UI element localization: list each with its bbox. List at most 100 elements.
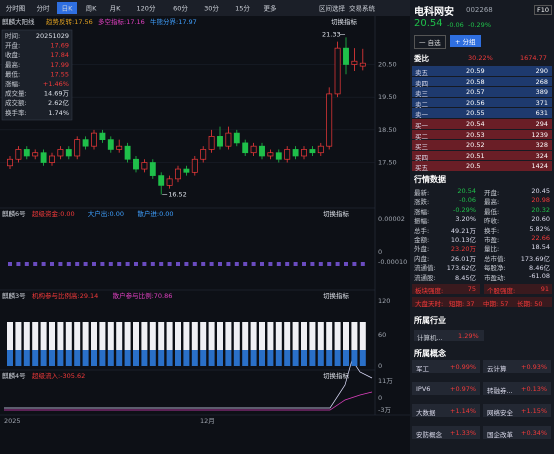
participation-bar: [74, 322, 81, 350]
flow-bar: [285, 262, 290, 266]
market-item: 大盘天时:: [415, 300, 444, 308]
info-label: 最低:: [5, 69, 20, 78]
participation-bar-inst: [40, 350, 47, 366]
participation-bar: [124, 322, 131, 350]
strength-label: 个股强度:: [487, 287, 516, 295]
concept-name[interactable]: 转融券...: [487, 387, 513, 395]
weibi-label: 委比: [414, 54, 429, 63]
candle-body: [351, 60, 358, 65]
participation-bar-inst: [57, 350, 64, 366]
book-row: [412, 129, 552, 140]
concept-name[interactable]: 安防概念: [416, 431, 442, 439]
market-box: [412, 297, 552, 307]
concept-name[interactable]: 国企改革: [487, 431, 513, 439]
quote-value: 20.45: [531, 187, 550, 195]
flow-line: [4, 359, 373, 411]
quote-label: 每股净:: [484, 264, 506, 273]
participation-bar: [91, 322, 97, 350]
concept-name[interactable]: 云计算: [487, 365, 507, 373]
participation-bar: [32, 322, 39, 350]
participation-bar-inst: [242, 350, 249, 366]
quote-label: 量比:: [484, 245, 500, 254]
f10-button[interactable]: F10: [534, 5, 553, 15]
book-price: 20.54: [466, 120, 485, 128]
tab[interactable]: 60分: [173, 4, 188, 13]
quote-title: 行情数据: [414, 175, 446, 184]
participation-bar-inst: [301, 350, 307, 366]
tab[interactable]: 月K: [110, 5, 122, 13]
book-row: [412, 161, 552, 171]
concept-name[interactable]: 军工: [416, 365, 429, 373]
participation-bar-inst: [317, 350, 324, 366]
y-tick-label: 0: [378, 394, 382, 402]
tool-button[interactable]: 交易系统: [349, 4, 376, 13]
participation-bar-inst: [23, 350, 30, 366]
flow-bar: [184, 262, 189, 266]
flow-bar: [159, 262, 164, 266]
candle-body: [275, 152, 282, 160]
participation-bar: [309, 322, 316, 350]
flow-bar: [117, 262, 122, 266]
participation-bar-inst: [351, 350, 358, 366]
tab[interactable]: 15分: [235, 4, 250, 13]
participation-bar-inst: [133, 350, 139, 366]
concept-name[interactable]: 大数据: [416, 409, 436, 417]
participation-bar-inst: [82, 350, 89, 366]
participation-bar: [49, 322, 55, 350]
tab[interactable]: 120分: [137, 4, 156, 13]
participation-bar: [99, 322, 106, 350]
quote-value: 20.98: [531, 196, 550, 205]
book-row: [412, 87, 552, 97]
switch-indicator[interactable]: 切换指标: [331, 17, 358, 26]
watch-button[interactable]: 一 自选: [414, 35, 446, 49]
concept-pct: +0.97%: [450, 385, 477, 393]
participation-bar-inst: [49, 350, 55, 366]
tool-button[interactable]: 区间选择: [319, 4, 346, 13]
strength-value: 75: [467, 285, 476, 293]
tab[interactable]: 更多: [264, 4, 278, 13]
participation-bar: [65, 322, 72, 350]
candle-body: [23, 149, 30, 157]
candle-body: [191, 158, 198, 173]
concept-name[interactable]: IPV6: [416, 385, 431, 393]
quote-label: 最新:: [414, 189, 430, 197]
flow-bar: [8, 262, 12, 266]
info-value: 1.74%: [48, 109, 69, 117]
indicator-value: 散户进:0.00: [137, 209, 173, 218]
flow-bar: [50, 262, 54, 266]
tab[interactable]: 分时: [37, 4, 51, 13]
flow-bar: [100, 262, 105, 266]
info-value: 17.99: [50, 61, 69, 69]
info-label: 最高:: [5, 60, 20, 69]
info-label: 涨幅:: [5, 79, 20, 88]
participation-bar: [175, 322, 181, 350]
switch-indicator[interactable]: 切换指标: [323, 371, 350, 380]
switch-indicator[interactable]: 切换指标: [323, 291, 350, 300]
market-item: 短期: 37: [449, 300, 475, 308]
group-button[interactable]: + 分组: [450, 35, 481, 47]
low-label: 16.52: [168, 191, 187, 199]
switch-indicator[interactable]: 切换指标: [323, 209, 350, 218]
candle-body: [200, 149, 207, 160]
concept-title: 所属概念: [414, 349, 446, 358]
quote-value: 20.54: [457, 187, 476, 195]
candle-body: [82, 139, 89, 147]
participation-bar-inst: [175, 350, 181, 366]
concept-name[interactable]: 网络安全: [487, 409, 513, 417]
indicator-name: 麒麟4号: [2, 371, 26, 380]
tab[interactable]: 30分: [204, 4, 219, 13]
concept-pct: +1.33%: [450, 429, 477, 437]
tab[interactable]: 周K: [86, 5, 98, 13]
quote-label: 外盘:: [414, 245, 430, 254]
candle-body: [183, 168, 190, 173]
participation-bar: [15, 322, 22, 350]
participation-bar: [57, 322, 64, 350]
indicator-value: 机构参与比例高:29.14: [32, 291, 98, 300]
quote-label: 市盈动:: [484, 273, 506, 282]
participation-bar-inst: [65, 350, 72, 366]
tab[interactable]: 日K: [62, 5, 74, 13]
indicator-value: 散户参与比例:70.86: [113, 291, 173, 300]
participation-bar-inst: [116, 350, 123, 366]
participation-bar: [284, 322, 291, 350]
tab[interactable]: 分时图: [6, 4, 26, 13]
